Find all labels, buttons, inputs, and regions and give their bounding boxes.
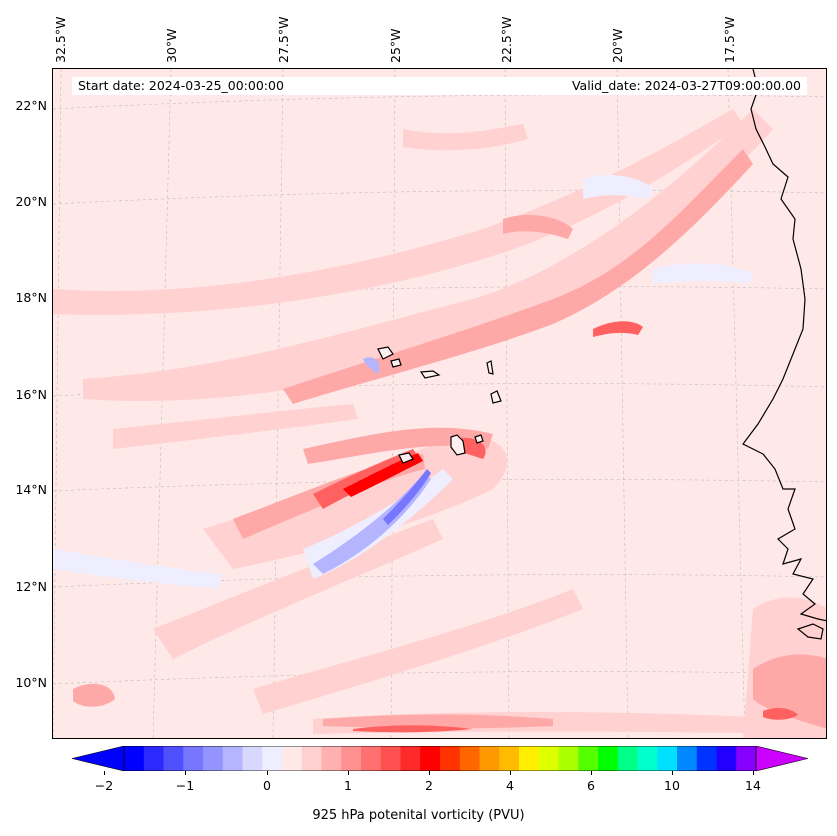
colorbar-cell — [558, 746, 579, 771]
colorbar-cell — [696, 746, 717, 771]
colorbar-cell — [440, 746, 461, 771]
colorbar-tick-label: 14 — [745, 778, 761, 793]
colorbar-cell — [163, 746, 184, 771]
colorbar-cell — [716, 746, 737, 771]
cape-verde-islands — [377, 346, 502, 464]
colorbar-tick-label: −2 — [94, 778, 114, 793]
colorbar-cell — [242, 746, 263, 771]
colorbar-cell — [400, 746, 421, 771]
colorbar-cell — [459, 746, 480, 771]
colorbar-cell — [361, 746, 382, 771]
colorbar-cell — [262, 746, 283, 771]
valid-date: Valid_date: 2024-03-27T09:00:00.00 — [571, 78, 801, 93]
colorbar-cell — [341, 746, 362, 771]
colorbar-cell — [657, 746, 678, 771]
lon-label: 32.5°W — [53, 16, 68, 63]
lat-label: 20°N — [15, 194, 47, 209]
pv-contours-peak — [343, 453, 423, 497]
colorbar-label: 925 hPa potenital vorticity (PVU) — [312, 808, 525, 823]
colorbar-tick-label: 4 — [506, 778, 514, 793]
colorbar — [72, 746, 808, 771]
coastline — [742, 69, 826, 640]
colorbar-cell — [677, 746, 698, 771]
lon-label: 20°W — [610, 28, 625, 63]
colorbar-tick — [510, 771, 511, 775]
colorbar-tick — [185, 771, 186, 775]
lon-label: 30°W — [164, 28, 179, 63]
start-date: Start date: 2024-03-25_00:00:00 — [78, 78, 284, 93]
colorbar-tick-label: 0 — [263, 778, 271, 793]
colorbar-cell — [124, 746, 145, 771]
colorbar-cell — [380, 746, 401, 771]
lon-label: 25°W — [388, 28, 403, 63]
colorbar-cell — [203, 746, 224, 771]
colorbar-cell — [637, 746, 658, 771]
colorbar-cell — [578, 746, 599, 771]
colorbar-tick — [591, 771, 592, 775]
pv-field-map — [53, 69, 826, 738]
colorbar-tick-label: 2 — [425, 778, 433, 793]
lat-label: 18°N — [15, 290, 47, 305]
colorbar-cell — [222, 746, 243, 771]
colorbar-cell — [282, 746, 303, 771]
colorbar-cell — [617, 746, 638, 771]
colorbar-cell — [301, 746, 322, 771]
colorbar-cell — [321, 746, 342, 771]
colorbar-tick — [348, 771, 349, 775]
colorbar-min-arrow — [72, 746, 125, 771]
lat-label: 22°N — [15, 98, 47, 113]
lat-label: 16°N — [15, 387, 47, 402]
pv-negative-strong — [383, 469, 431, 525]
colorbar-cell — [736, 746, 757, 771]
lon-label: 17.5°W — [722, 16, 737, 63]
lat-label: 12°N — [15, 579, 47, 594]
colorbar-cells — [124, 746, 757, 771]
colorbar-cell — [499, 746, 520, 771]
colorbar-tick-label: 10 — [664, 778, 680, 793]
colorbar-tick-label: −1 — [175, 778, 195, 793]
colorbar-cell — [143, 746, 164, 771]
date-info-bar: Start date: 2024-03-25_00:00:00 Valid_da… — [72, 77, 807, 95]
colorbar-cell — [479, 746, 500, 771]
lon-label: 22.5°W — [499, 16, 514, 63]
colorbar-tick-label: 1 — [344, 778, 352, 793]
colorbar-cell — [420, 746, 441, 771]
colorbar-tick — [267, 771, 268, 775]
lat-label: 10°N — [15, 675, 47, 690]
colorbar-tick — [672, 771, 673, 775]
colorbar-max-arrow — [755, 746, 808, 771]
colorbar-outline — [123, 746, 757, 771]
colorbar-cell — [538, 746, 559, 771]
map-panel — [52, 68, 827, 739]
colorbar-tick-label: 6 — [587, 778, 595, 793]
pv-negative-medium — [313, 357, 431, 574]
colorbar-cell — [183, 746, 204, 771]
colorbar-tick — [104, 771, 105, 775]
colorbar-tick — [753, 771, 754, 775]
colorbar-tick — [429, 771, 430, 775]
lon-label: 27.5°W — [276, 16, 291, 63]
colorbar-cell — [519, 746, 540, 771]
lat-label: 14°N — [15, 482, 47, 497]
colorbar-cell — [598, 746, 619, 771]
